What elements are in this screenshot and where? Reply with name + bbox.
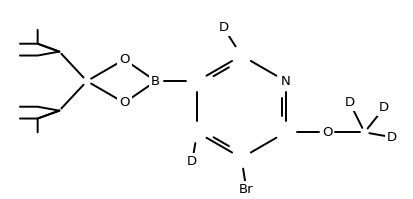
Text: D: D bbox=[187, 155, 197, 168]
Text: D: D bbox=[387, 131, 397, 144]
Text: B: B bbox=[151, 75, 160, 88]
Text: O: O bbox=[119, 96, 130, 109]
Text: N: N bbox=[281, 75, 291, 88]
Text: D: D bbox=[218, 21, 229, 34]
Text: Br: Br bbox=[239, 183, 254, 196]
Text: O: O bbox=[119, 53, 130, 66]
Text: O: O bbox=[322, 126, 332, 139]
Text: D: D bbox=[379, 101, 389, 114]
Text: D: D bbox=[345, 96, 355, 109]
